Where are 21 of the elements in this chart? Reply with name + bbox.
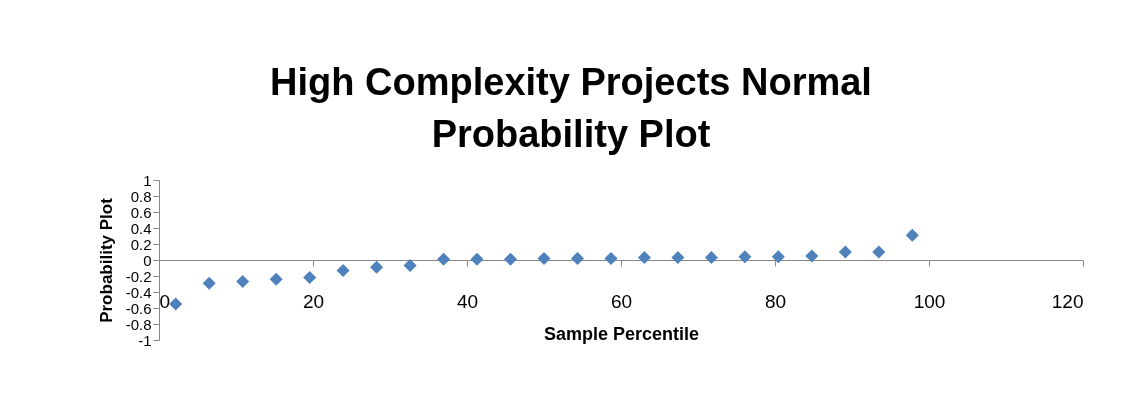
y-axis-title: Probability Plot [96, 197, 116, 323]
y-tick-label: -0.4 [125, 283, 152, 301]
x-tick-label: 20 [302, 290, 325, 312]
y-tick-label: -1 [138, 331, 152, 349]
x-tick-label: 0 [159, 290, 171, 312]
x-axis-title: Sample Percentile [543, 323, 700, 344]
x-tick-label: 40 [456, 290, 479, 312]
y-tick-label: 1 [143, 171, 152, 189]
chart-title: High Complexity Projects Normal Probability Plot [270, 61, 872, 155]
x-tick-label: 60 [610, 290, 633, 312]
y-tick-label: 0.6 [130, 203, 152, 221]
y-tick-label: 0.8 [130, 187, 152, 205]
y-tick-label: -0.6 [125, 299, 152, 317]
x-tick-label: 80 [764, 290, 787, 312]
y-tick-label: 0.2 [130, 235, 152, 253]
y-tick-label: -0.8 [125, 315, 152, 333]
x-tick-label: 120 [1051, 290, 1084, 312]
y-tick-label: 0 [143, 251, 152, 269]
y-tick-label: 0.4 [130, 219, 152, 237]
x-tick-label: 100 [913, 290, 946, 312]
y-tick-label: -0.2 [125, 267, 152, 285]
